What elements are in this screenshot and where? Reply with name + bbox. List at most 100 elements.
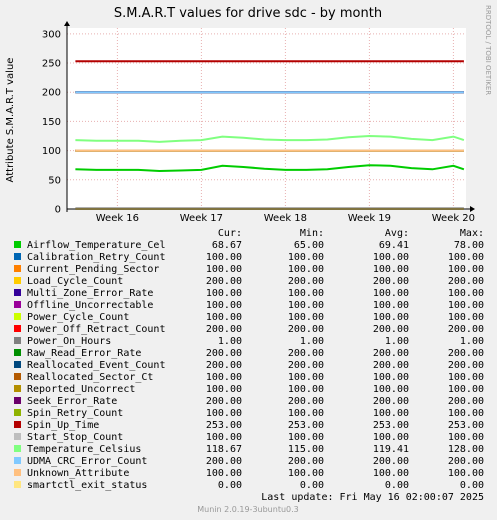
legend-stat: 100.00 bbox=[288, 288, 324, 299]
legend-stat: 115.00 bbox=[288, 444, 324, 455]
chart-title: S.M.A.R.T values for drive sdc - by mont… bbox=[114, 6, 382, 21]
legend-swatch bbox=[14, 385, 21, 392]
legend-stat: 100.00 bbox=[448, 288, 484, 299]
legend-stat: 100.00 bbox=[448, 312, 484, 323]
legend-stat: 200.00 bbox=[373, 456, 409, 467]
legend-label: Reported_Uncorrect bbox=[27, 384, 135, 395]
legend-swatch bbox=[14, 289, 21, 296]
legend-swatch bbox=[14, 361, 21, 368]
legend-stat: 100.00 bbox=[206, 372, 242, 383]
legend-label: Seek_Error_Rate bbox=[27, 396, 117, 407]
legend-stat: 1.00 bbox=[385, 336, 409, 347]
y-tick-label: 200 bbox=[42, 88, 61, 99]
legend-stat: 100.00 bbox=[448, 264, 484, 275]
legend-swatch bbox=[14, 373, 21, 380]
legend-header: Avg: bbox=[385, 228, 409, 239]
legend-stat: 78.00 bbox=[454, 240, 484, 251]
legend-swatch bbox=[14, 433, 21, 440]
legend-swatch bbox=[14, 409, 21, 416]
legend-stat: 100.00 bbox=[288, 468, 324, 479]
y-axis-label: Attribute S.M.A.R.T value bbox=[5, 58, 16, 183]
legend-stat: 200.00 bbox=[448, 348, 484, 359]
legend-label: Load_Cycle_Count bbox=[27, 276, 123, 287]
legend-stat: 100.00 bbox=[448, 300, 484, 311]
legend-stat: 253.00 bbox=[206, 420, 242, 431]
legend-stat: 200.00 bbox=[448, 360, 484, 371]
legend-stat: 200.00 bbox=[448, 276, 484, 287]
legend-stat: 100.00 bbox=[288, 300, 324, 311]
legend-label: Power_Off_Retract_Count bbox=[27, 324, 165, 335]
y-axis-arrow bbox=[64, 21, 70, 26]
legend-stat: 1.00 bbox=[460, 336, 484, 347]
legend-stat: 68.67 bbox=[212, 240, 242, 251]
legend-swatch bbox=[14, 337, 21, 344]
legend-stat: 100.00 bbox=[448, 384, 484, 395]
legend-stat: 100.00 bbox=[206, 312, 242, 323]
legend-stat: 118.67 bbox=[206, 444, 242, 455]
legend-stat: 100.00 bbox=[288, 408, 324, 419]
legend-stat: 1.00 bbox=[218, 336, 242, 347]
legend-label: Power_On_Hours bbox=[27, 336, 111, 347]
legend-swatch bbox=[14, 253, 21, 260]
legend-stat: 100.00 bbox=[206, 384, 242, 395]
legend-stat: 0.00 bbox=[300, 480, 324, 491]
legend-stat: 100.00 bbox=[373, 264, 409, 275]
legend-stat: 200.00 bbox=[288, 456, 324, 467]
legend-stat: 253.00 bbox=[288, 420, 324, 431]
x-axis-arrow bbox=[470, 206, 475, 212]
y-tick-label: 250 bbox=[42, 59, 61, 70]
legend-label: Calibration_Retry_Count bbox=[27, 252, 165, 263]
legend-stat: 200.00 bbox=[206, 396, 242, 407]
legend-stat: 200.00 bbox=[288, 324, 324, 335]
legend-stat: 100.00 bbox=[373, 288, 409, 299]
legend-swatch bbox=[14, 481, 21, 488]
y-tick-label: 0 bbox=[55, 205, 61, 216]
legend-stat: 100.00 bbox=[206, 252, 242, 263]
legend-stat: 100.00 bbox=[206, 300, 242, 311]
legend-label: Spin_Retry_Count bbox=[27, 408, 123, 419]
legend-stat: 100.00 bbox=[373, 300, 409, 311]
legend-stat: 200.00 bbox=[288, 276, 324, 287]
legend-swatch bbox=[14, 421, 21, 428]
legend-label: Offline_Uncorrectable bbox=[27, 300, 153, 311]
legend-stat: 100.00 bbox=[288, 384, 324, 395]
legend-stat: 100.00 bbox=[448, 252, 484, 263]
legend-swatch bbox=[14, 277, 21, 284]
lines bbox=[75, 60, 465, 210]
legend-stat: 100.00 bbox=[373, 312, 409, 323]
legend-label: Temperature_Celsius bbox=[27, 444, 141, 455]
legend-label: Spin_Up_Time bbox=[27, 420, 99, 431]
legend-stat: 253.00 bbox=[448, 420, 484, 431]
legend-stat: 100.00 bbox=[373, 408, 409, 419]
legend-stat: 200.00 bbox=[373, 396, 409, 407]
legend-header: Max: bbox=[460, 228, 484, 239]
legend-stat: 65.00 bbox=[294, 240, 324, 251]
legend-stat: 100.00 bbox=[206, 288, 242, 299]
legend-swatch bbox=[14, 457, 21, 464]
y-tick-label: 150 bbox=[42, 117, 61, 128]
legend-swatch bbox=[14, 301, 21, 308]
legend-stat: 100.00 bbox=[448, 372, 484, 383]
legend-stat: 100.00 bbox=[206, 408, 242, 419]
legend-stat: 100.00 bbox=[448, 468, 484, 479]
legend-stat: 200.00 bbox=[288, 348, 324, 359]
y-tick-label: 300 bbox=[42, 29, 61, 40]
legend-stat: 200.00 bbox=[288, 360, 324, 371]
legend-stat: 100.00 bbox=[206, 468, 242, 479]
legend-stat: 200.00 bbox=[206, 324, 242, 335]
legend-stat: 128.00 bbox=[448, 444, 484, 455]
legend-stat: 100.00 bbox=[448, 432, 484, 443]
legend-stat: 0.00 bbox=[460, 480, 484, 491]
legend-label: Start_Stop_Count bbox=[27, 432, 123, 443]
legend-stat: 100.00 bbox=[373, 372, 409, 383]
legend-stat: 200.00 bbox=[373, 360, 409, 371]
legend-stat: 100.00 bbox=[373, 432, 409, 443]
legend-stat: 200.00 bbox=[206, 276, 242, 287]
legend-header: Cur: bbox=[218, 228, 242, 239]
legend-stat: 100.00 bbox=[448, 408, 484, 419]
legend-swatch bbox=[14, 265, 21, 272]
legend-label: smartctl_exit_status bbox=[27, 480, 147, 491]
legend-stat: 0.00 bbox=[218, 480, 242, 491]
legend-label: Airflow_Temperature_Cel bbox=[27, 240, 165, 251]
